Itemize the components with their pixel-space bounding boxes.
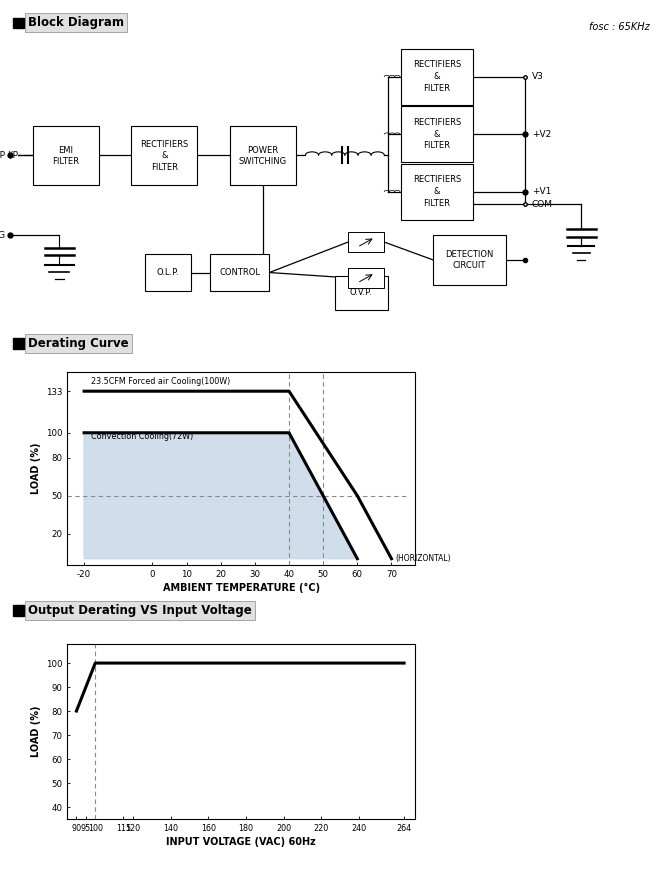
Text: 23.5CFM Forced air Cooling(100W): 23.5CFM Forced air Cooling(100W)	[91, 378, 230, 386]
Text: I/P: I/P	[0, 151, 5, 159]
Bar	[230, 126, 295, 186]
Text: O.L.P.: O.L.P.	[156, 268, 179, 277]
X-axis label: AMBIENT TEMPERATURE (°C): AMBIENT TEMPERATURE (°C)	[163, 583, 320, 593]
Text: RECTIFIERS
&
FILTER: RECTIFIERS & FILTER	[413, 60, 461, 93]
Bar	[401, 164, 473, 220]
Bar	[348, 232, 385, 252]
Text: Output Derating VS Input Voltage: Output Derating VS Input Voltage	[28, 604, 252, 617]
Text: (HORIZONTAL): (HORIZONTAL)	[395, 554, 450, 562]
Text: RECTIFIERS
&
FILTER: RECTIFIERS & FILTER	[140, 139, 188, 173]
Bar	[210, 254, 269, 291]
Text: RECTIFIERS
&
FILTER: RECTIFIERS & FILTER	[413, 175, 461, 208]
Text: +V1: +V1	[532, 187, 551, 196]
Text: V3: V3	[532, 72, 544, 81]
Text: FG: FG	[0, 230, 5, 240]
Text: Convection Cooling(72W): Convection Cooling(72W)	[91, 432, 193, 441]
Bar	[401, 106, 473, 162]
Text: CONTROL: CONTROL	[219, 268, 260, 277]
Text: COM: COM	[532, 200, 553, 208]
Text: Block Diagram: Block Diagram	[28, 17, 124, 29]
Text: I/P: I/P	[7, 151, 17, 159]
Y-axis label: LOAD (%): LOAD (%)	[31, 443, 42, 494]
Text: RECTIFIERS
&
FILTER: RECTIFIERS & FILTER	[413, 118, 461, 151]
Bar	[131, 126, 197, 186]
Bar	[335, 276, 387, 310]
Text: Derating Curve: Derating Curve	[28, 337, 129, 350]
Bar	[145, 254, 190, 291]
Polygon shape	[84, 433, 357, 559]
Bar	[33, 126, 98, 186]
Bar	[433, 236, 506, 285]
Text: POWER
SWITCHING: POWER SWITCHING	[239, 145, 287, 166]
Text: O.V.P.: O.V.P.	[350, 288, 373, 297]
Bar	[348, 268, 385, 288]
Bar	[401, 48, 473, 104]
Text: DETECTION
CIRCUIT: DETECTION CIRCUIT	[446, 250, 494, 271]
Text: EMI
FILTER: EMI FILTER	[52, 145, 79, 166]
X-axis label: INPUT VOLTAGE (VAC) 60Hz: INPUT VOLTAGE (VAC) 60Hz	[166, 837, 316, 847]
Text: +V2: +V2	[532, 130, 551, 138]
Text: fosc : 65KHz: fosc : 65KHz	[589, 22, 650, 32]
Y-axis label: LOAD (%): LOAD (%)	[31, 706, 42, 757]
